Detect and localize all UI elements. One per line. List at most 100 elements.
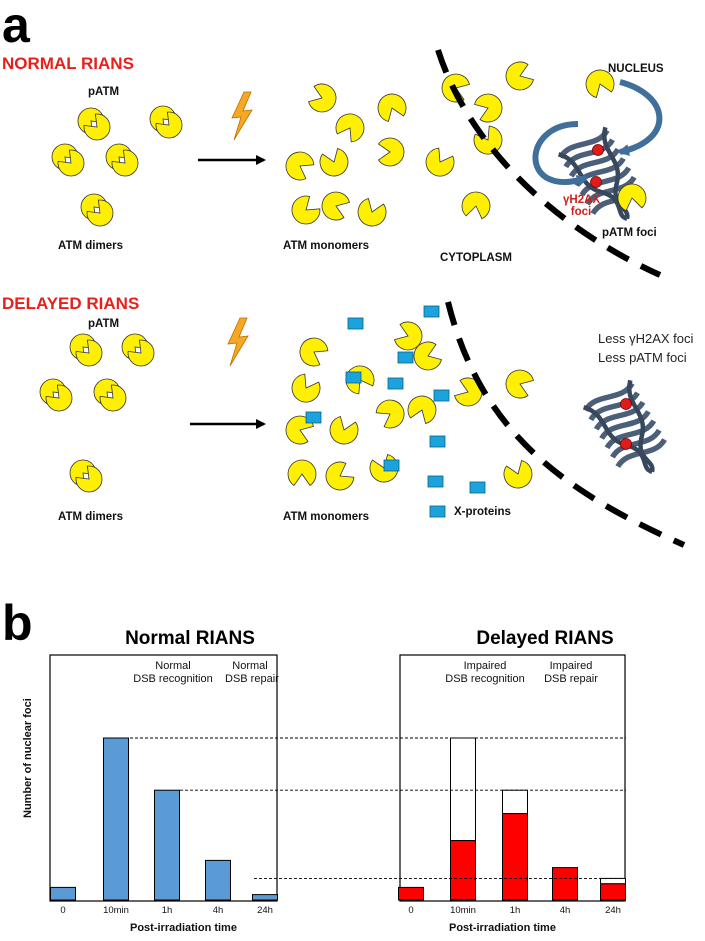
normal-monomer-icon — [319, 148, 349, 177]
chart-1-bar-4h — [205, 859, 231, 901]
dna-strand-icon — [599, 409, 651, 441]
delayed-dimers-label: ATM dimers — [58, 511, 123, 523]
atm-monomer-half-icon — [99, 384, 127, 412]
normal-monomer-icon — [321, 191, 350, 221]
ann1r-line2: DSB repair — [225, 673, 279, 686]
chart-2-bar-10min — [450, 840, 476, 901]
dna-strand-icon — [585, 175, 637, 206]
delayed-gh2ax-focus-2 — [620, 438, 632, 450]
chart-1-tick-label: 1h — [161, 905, 173, 916]
patm-focus-icon — [617, 183, 647, 212]
normal-dimer-4 — [105, 143, 139, 177]
chart-2-tick-label: 4h — [559, 905, 571, 916]
normal-monomer-icon — [291, 195, 321, 225]
normal-patm-label: pATM — [88, 86, 120, 98]
x-axis-label-1: Post-irradiation time — [130, 922, 237, 934]
chart-1-annotation-left: Normal DSB recognition — [118, 660, 228, 686]
x-protein-icon — [345, 371, 362, 384]
chart-2-frame — [399, 654, 626, 902]
normal-dimers-label: ATM dimers — [58, 240, 123, 252]
atm-monomer-half-icon — [127, 339, 155, 367]
y-axis-label: Number of nuclear foci — [22, 698, 34, 818]
panel-b-letter: b — [2, 595, 33, 651]
ann2l-line2: DSB recognition — [445, 673, 525, 686]
chart-1-tick-label: 10min — [103, 905, 129, 916]
xproteins-label: X-proteins — [454, 506, 511, 518]
chart-1-annotation-right: Normal DSB repair — [225, 660, 279, 686]
x-protein-icon — [433, 389, 450, 402]
atm-monomer-half-icon — [111, 149, 139, 177]
x-axis-label-2: Post-irradiation time — [449, 922, 556, 934]
delayed-monomer-icon — [413, 341, 442, 371]
normal-monomers-label: ATM monomers — [283, 240, 370, 252]
ann1l-line2: DSB recognition — [133, 673, 213, 686]
chart-2-tick-label: 10min — [450, 905, 476, 916]
chart-2-bar-0 — [398, 886, 424, 901]
chart-2-bar-4h — [552, 867, 578, 901]
delayed-monomer-icon — [329, 416, 359, 445]
normal-dimer-5 — [80, 193, 114, 227]
gh2ax-focus-1 — [592, 144, 604, 156]
normal-lightning-icon — [231, 91, 253, 141]
normal-monomer-icon — [425, 147, 455, 177]
delayed-monomer-icon — [407, 395, 437, 424]
dna-strand-icon — [588, 391, 640, 422]
normal-monomer-icon — [335, 113, 365, 143]
normal-dimer-2 — [149, 105, 183, 139]
chart-2-bar-unfilled-1h — [502, 789, 528, 815]
delayed-dimer-1 — [69, 333, 103, 367]
chart-1-tick-label: 0 — [60, 905, 66, 916]
x-protein-icon — [397, 351, 414, 364]
delayed-nuclear-membrane — [445, 301, 686, 548]
chart-1-title: Normal RIANS — [125, 628, 255, 649]
delayed-monomer-icon — [394, 321, 423, 351]
normal-monomer-icon — [585, 69, 615, 98]
chart-2-bar-1h — [502, 813, 528, 901]
dna-strand-icon — [563, 138, 615, 169]
chart-2-title: Delayed RIANS — [476, 628, 614, 649]
atm-monomer-half-icon — [86, 199, 114, 227]
ann2r-line1: Impaired — [549, 660, 593, 672]
x-protein-icon — [429, 505, 446, 518]
delayed-monomer-icon — [299, 337, 329, 367]
normal-nuclear-membrane — [435, 49, 662, 278]
dna-backbone-icon — [557, 152, 628, 221]
delayed-dna-icon — [582, 379, 667, 474]
less-gh2ax-note: Less γH2AX foci — [598, 331, 694, 346]
gh2ax-label-line2: foci — [570, 206, 592, 219]
atm-monomer-half-icon — [57, 149, 85, 177]
delayed-patm-label: pATM — [88, 318, 120, 330]
nucleus-label: NUCLEUS — [608, 63, 664, 75]
x-protein-icon — [347, 317, 364, 330]
dna-strand-icon — [579, 166, 632, 197]
delayed-monomer-icon — [291, 373, 321, 403]
chart-2-tick-label: 0 — [408, 905, 414, 916]
x-protein-icon — [429, 435, 446, 448]
normal-monomer-icon — [308, 83, 337, 113]
dna-strand-icon — [593, 400, 646, 431]
ann1r-line1: Normal — [232, 660, 268, 672]
atm-monomer-half-icon — [75, 465, 103, 493]
x-protein-icon — [469, 481, 486, 494]
atm-monomer-half-icon — [45, 384, 73, 412]
delayed-dimer-2 — [121, 333, 155, 367]
ann1l-line1: Normal — [155, 660, 191, 672]
delayed-monomer-icon — [287, 459, 317, 487]
dna-backbone-icon — [627, 379, 655, 473]
ann2l-line1: Impaired — [463, 660, 507, 672]
chart-2-tick-label: 24h — [605, 905, 621, 916]
delayed-monomer-icon — [505, 369, 534, 399]
chart-1-frame — [49, 654, 278, 902]
dna-strand-icon — [610, 428, 662, 459]
delayed-monomer-icon — [503, 460, 533, 489]
normal-monomer-icon — [357, 198, 387, 227]
x-protein-icon — [423, 305, 440, 318]
chart-1-tick-label: 24h — [257, 905, 273, 916]
normal-monomer-icon — [474, 93, 503, 123]
atm-monomer-half-icon — [83, 113, 111, 141]
delayed-lightning-icon — [227, 317, 249, 367]
delayed-monomer-icon — [375, 399, 405, 429]
normal-monomer-icon — [377, 137, 405, 167]
delayed-note: Less γH2AX foci Less pATM foci — [598, 330, 693, 368]
